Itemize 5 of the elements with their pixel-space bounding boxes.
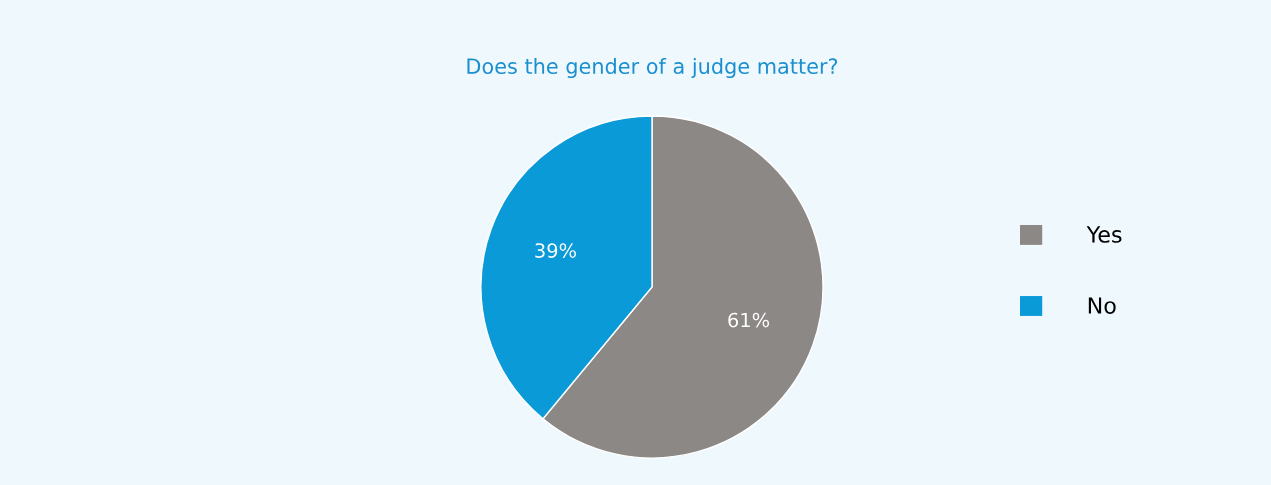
- chart-title: Does the gender of a judge matter?: [467, 57, 838, 79]
- data-label: 39%: [535, 243, 576, 258]
- legend-label: Yes: [1086, 226, 1122, 243]
- legend-label: No: [1088, 297, 1116, 314]
- data-label: 61%: [728, 312, 770, 328]
